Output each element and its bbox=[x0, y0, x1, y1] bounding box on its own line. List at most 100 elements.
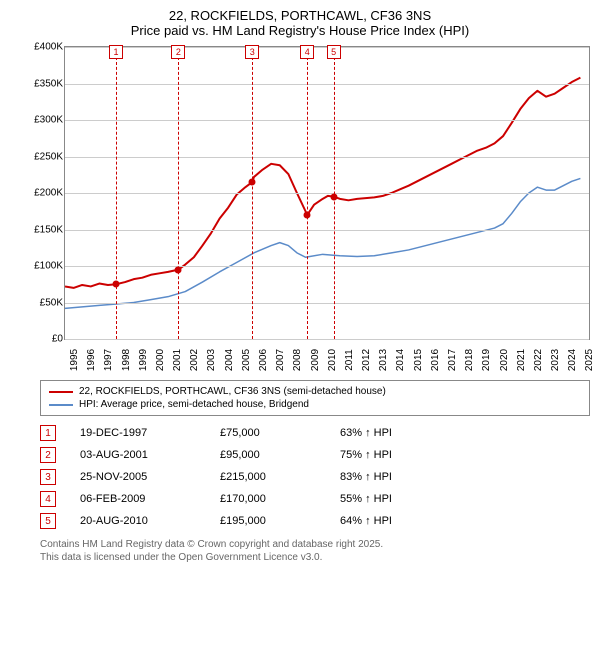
marker-price: £95,000 bbox=[220, 449, 340, 461]
marker-line bbox=[252, 47, 253, 339]
marker-date: 06-FEB-2009 bbox=[80, 493, 220, 505]
marker-number: 1 bbox=[40, 425, 56, 441]
marker-delta: 55% ↑ HPI bbox=[340, 493, 460, 505]
x-axis-label: 1998 bbox=[121, 349, 132, 371]
x-axis-label: 2014 bbox=[395, 349, 406, 371]
marker-delta: 64% ↑ HPI bbox=[340, 515, 460, 527]
marker-line bbox=[307, 47, 308, 339]
y-axis-label: £100K bbox=[27, 261, 63, 272]
sale-point bbox=[249, 179, 256, 186]
table-row: 2 03-AUG-2001£95,00075% ↑ HPI bbox=[40, 444, 590, 466]
gridline bbox=[65, 120, 589, 121]
x-axis-label: 2024 bbox=[567, 349, 578, 371]
legend-label: HPI: Average price, semi-detached house,… bbox=[79, 399, 309, 410]
x-axis-label: 1996 bbox=[86, 349, 97, 371]
y-axis-label: £200K bbox=[27, 188, 63, 199]
marker-date: 03-AUG-2001 bbox=[80, 449, 220, 461]
legend-row: 22, ROCKFIELDS, PORTHCAWL, CF36 3NS (sem… bbox=[49, 385, 581, 398]
chart-area: £0£50K£100K£150K£200K£250K£300K£350K£400… bbox=[30, 46, 590, 376]
y-axis-label: £0 bbox=[27, 334, 63, 345]
footer-attribution: Contains HM Land Registry data © Crown c… bbox=[40, 538, 590, 564]
x-axis-label: 2010 bbox=[327, 349, 338, 371]
x-axis-label: 2025 bbox=[584, 349, 595, 371]
marker-box: 3 bbox=[245, 45, 259, 59]
marker-price: £195,000 bbox=[220, 515, 340, 527]
marker-box: 5 bbox=[327, 45, 341, 59]
gridline bbox=[65, 266, 589, 267]
y-axis-label: £400K bbox=[27, 42, 63, 53]
x-axis-label: 2005 bbox=[241, 349, 252, 371]
x-axis-label: 2021 bbox=[516, 349, 527, 371]
marker-date: 19-DEC-1997 bbox=[80, 427, 220, 439]
x-axis-label: 2013 bbox=[378, 349, 389, 371]
x-axis-label: 2009 bbox=[310, 349, 321, 371]
table-row: 4 06-FEB-2009£170,00055% ↑ HPI bbox=[40, 488, 590, 510]
marker-line bbox=[116, 47, 117, 339]
y-axis-label: £350K bbox=[27, 78, 63, 89]
x-axis-label: 2004 bbox=[224, 349, 235, 371]
marker-date: 20-AUG-2010 bbox=[80, 515, 220, 527]
table-row: 325-NOV-2005£215,00083% ↑ HPI bbox=[40, 466, 590, 488]
sale-point bbox=[175, 266, 182, 273]
table-row: 5 20-AUG-2010£195,00064% ↑ HPI bbox=[40, 510, 590, 532]
x-axis-label: 2002 bbox=[189, 349, 200, 371]
gridline bbox=[65, 193, 589, 194]
sale-point bbox=[304, 211, 311, 218]
marker-number: 4 bbox=[40, 491, 56, 507]
x-axis-label: 2016 bbox=[430, 349, 441, 371]
title-subtitle: Price paid vs. HM Land Registry's House … bbox=[10, 23, 590, 38]
page-container: 22, ROCKFIELDS, PORTHCAWL, CF36 3NS Pric… bbox=[0, 0, 600, 650]
y-axis-label: £50K bbox=[27, 297, 63, 308]
x-axis-label: 2018 bbox=[464, 349, 475, 371]
marker-number: 5 bbox=[40, 513, 56, 529]
x-axis-label: 2020 bbox=[499, 349, 510, 371]
table-row: 1 19-DEC-1997£75,00063% ↑ HPI bbox=[40, 422, 590, 444]
x-axis-label: 2001 bbox=[172, 349, 183, 371]
legend-swatch bbox=[49, 404, 73, 406]
gridline bbox=[65, 157, 589, 158]
legend-label: 22, ROCKFIELDS, PORTHCAWL, CF36 3NS (sem… bbox=[79, 386, 386, 397]
marker-box: 1 bbox=[109, 45, 123, 59]
marker-delta: 75% ↑ HPI bbox=[340, 449, 460, 461]
x-axis-label: 2015 bbox=[413, 349, 424, 371]
marker-price: £170,000 bbox=[220, 493, 340, 505]
x-axis-label: 1995 bbox=[69, 349, 80, 371]
x-axis-label: 2007 bbox=[275, 349, 286, 371]
gridline bbox=[65, 230, 589, 231]
title-address: 22, ROCKFIELDS, PORTHCAWL, CF36 3NS bbox=[10, 8, 590, 23]
footer-line1: Contains HM Land Registry data © Crown c… bbox=[40, 538, 590, 551]
footer-line2: This data is licensed under the Open Gov… bbox=[40, 551, 590, 564]
y-axis-label: £300K bbox=[27, 115, 63, 126]
y-axis-label: £250K bbox=[27, 151, 63, 162]
marker-line bbox=[178, 47, 179, 339]
x-axis-label: 2000 bbox=[155, 349, 166, 371]
marker-delta: 63% ↑ HPI bbox=[340, 427, 460, 439]
x-axis-label: 2006 bbox=[258, 349, 269, 371]
x-axis-label: 2008 bbox=[292, 349, 303, 371]
x-axis-label: 1997 bbox=[103, 349, 114, 371]
series-line bbox=[65, 78, 580, 288]
gridline bbox=[65, 84, 589, 85]
y-axis-label: £150K bbox=[27, 224, 63, 235]
x-axis-label: 2017 bbox=[447, 349, 458, 371]
sale-point bbox=[113, 281, 120, 288]
legend: 22, ROCKFIELDS, PORTHCAWL, CF36 3NS (sem… bbox=[40, 380, 590, 416]
x-axis-label: 1999 bbox=[138, 349, 149, 371]
marker-price: £215,000 bbox=[220, 471, 340, 483]
x-axis-label: 2012 bbox=[361, 349, 372, 371]
x-axis-label: 2023 bbox=[550, 349, 561, 371]
gridline bbox=[65, 303, 589, 304]
marker-price: £75,000 bbox=[220, 427, 340, 439]
x-axis-label: 2019 bbox=[481, 349, 492, 371]
chart-title: 22, ROCKFIELDS, PORTHCAWL, CF36 3NS Pric… bbox=[0, 0, 600, 40]
legend-swatch bbox=[49, 391, 73, 393]
x-axis-label: 2022 bbox=[533, 349, 544, 371]
marker-box: 4 bbox=[300, 45, 314, 59]
marker-date: 25-NOV-2005 bbox=[80, 471, 220, 483]
marker-number: 2 bbox=[40, 447, 56, 463]
marker-delta: 83% ↑ HPI bbox=[340, 471, 460, 483]
marker-box: 2 bbox=[171, 45, 185, 59]
x-axis-label: 2003 bbox=[206, 349, 217, 371]
gridline bbox=[65, 339, 589, 340]
x-axis-label: 2011 bbox=[344, 349, 355, 371]
